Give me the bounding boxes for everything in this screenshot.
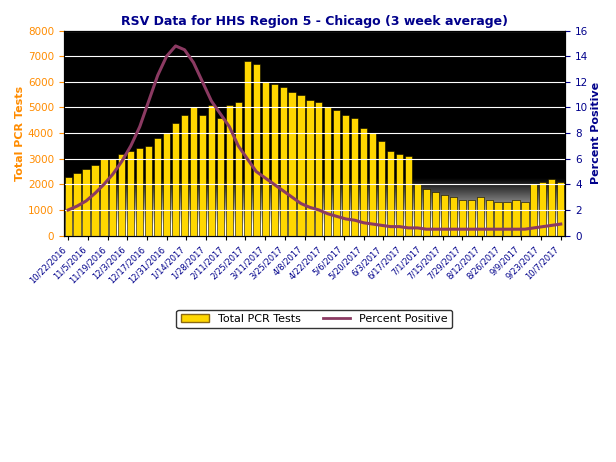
Legend: Total PCR Tests, Percent Positive: Total PCR Tests, Percent Positive bbox=[176, 310, 452, 328]
Bar bbox=[485, 200, 493, 236]
Bar bbox=[235, 102, 242, 236]
Bar bbox=[369, 133, 376, 236]
Bar bbox=[539, 182, 546, 236]
Bar bbox=[109, 159, 116, 236]
Bar bbox=[405, 156, 412, 236]
Y-axis label: Percent Positive: Percent Positive bbox=[591, 82, 601, 184]
Bar bbox=[459, 200, 466, 236]
Bar bbox=[217, 118, 224, 236]
Bar bbox=[163, 133, 170, 236]
Bar bbox=[199, 115, 206, 236]
Bar bbox=[65, 176, 71, 236]
Bar bbox=[145, 146, 152, 236]
Bar bbox=[280, 87, 286, 236]
Bar bbox=[495, 202, 501, 236]
Bar bbox=[414, 184, 421, 236]
Bar bbox=[172, 123, 179, 236]
Bar bbox=[91, 165, 99, 236]
Title: RSV Data for HHS Region 5 - Chicago (3 week average): RSV Data for HHS Region 5 - Chicago (3 w… bbox=[121, 15, 508, 28]
Bar bbox=[315, 102, 323, 236]
Bar bbox=[181, 115, 188, 236]
Bar bbox=[324, 108, 331, 236]
Bar bbox=[432, 192, 439, 236]
Bar bbox=[333, 110, 341, 236]
Bar bbox=[73, 173, 81, 236]
Bar bbox=[306, 100, 314, 236]
Bar bbox=[477, 197, 484, 236]
Bar bbox=[154, 138, 161, 236]
Bar bbox=[387, 151, 394, 236]
Bar bbox=[83, 169, 89, 236]
Bar bbox=[521, 202, 529, 236]
Bar bbox=[440, 195, 448, 236]
Bar bbox=[262, 82, 269, 236]
Bar bbox=[503, 202, 511, 236]
Bar bbox=[396, 153, 403, 236]
Bar bbox=[513, 200, 519, 236]
Bar bbox=[548, 179, 556, 236]
Bar bbox=[225, 105, 233, 236]
Bar bbox=[208, 105, 215, 236]
Bar bbox=[530, 184, 538, 236]
Bar bbox=[118, 153, 126, 236]
Bar bbox=[298, 95, 304, 236]
Bar bbox=[100, 159, 108, 236]
Bar bbox=[423, 189, 430, 236]
Bar bbox=[270, 85, 278, 236]
Bar bbox=[557, 182, 564, 236]
Bar bbox=[136, 148, 144, 236]
Bar bbox=[342, 115, 349, 236]
Bar bbox=[468, 200, 475, 236]
Bar bbox=[378, 141, 385, 236]
Bar bbox=[351, 118, 359, 236]
Bar bbox=[128, 151, 134, 236]
Bar bbox=[360, 128, 367, 236]
Bar bbox=[244, 61, 251, 236]
Y-axis label: Total PCR Tests: Total PCR Tests bbox=[15, 85, 25, 181]
Bar bbox=[253, 64, 260, 236]
Bar bbox=[190, 108, 197, 236]
Bar bbox=[288, 92, 296, 236]
Bar bbox=[450, 197, 457, 236]
